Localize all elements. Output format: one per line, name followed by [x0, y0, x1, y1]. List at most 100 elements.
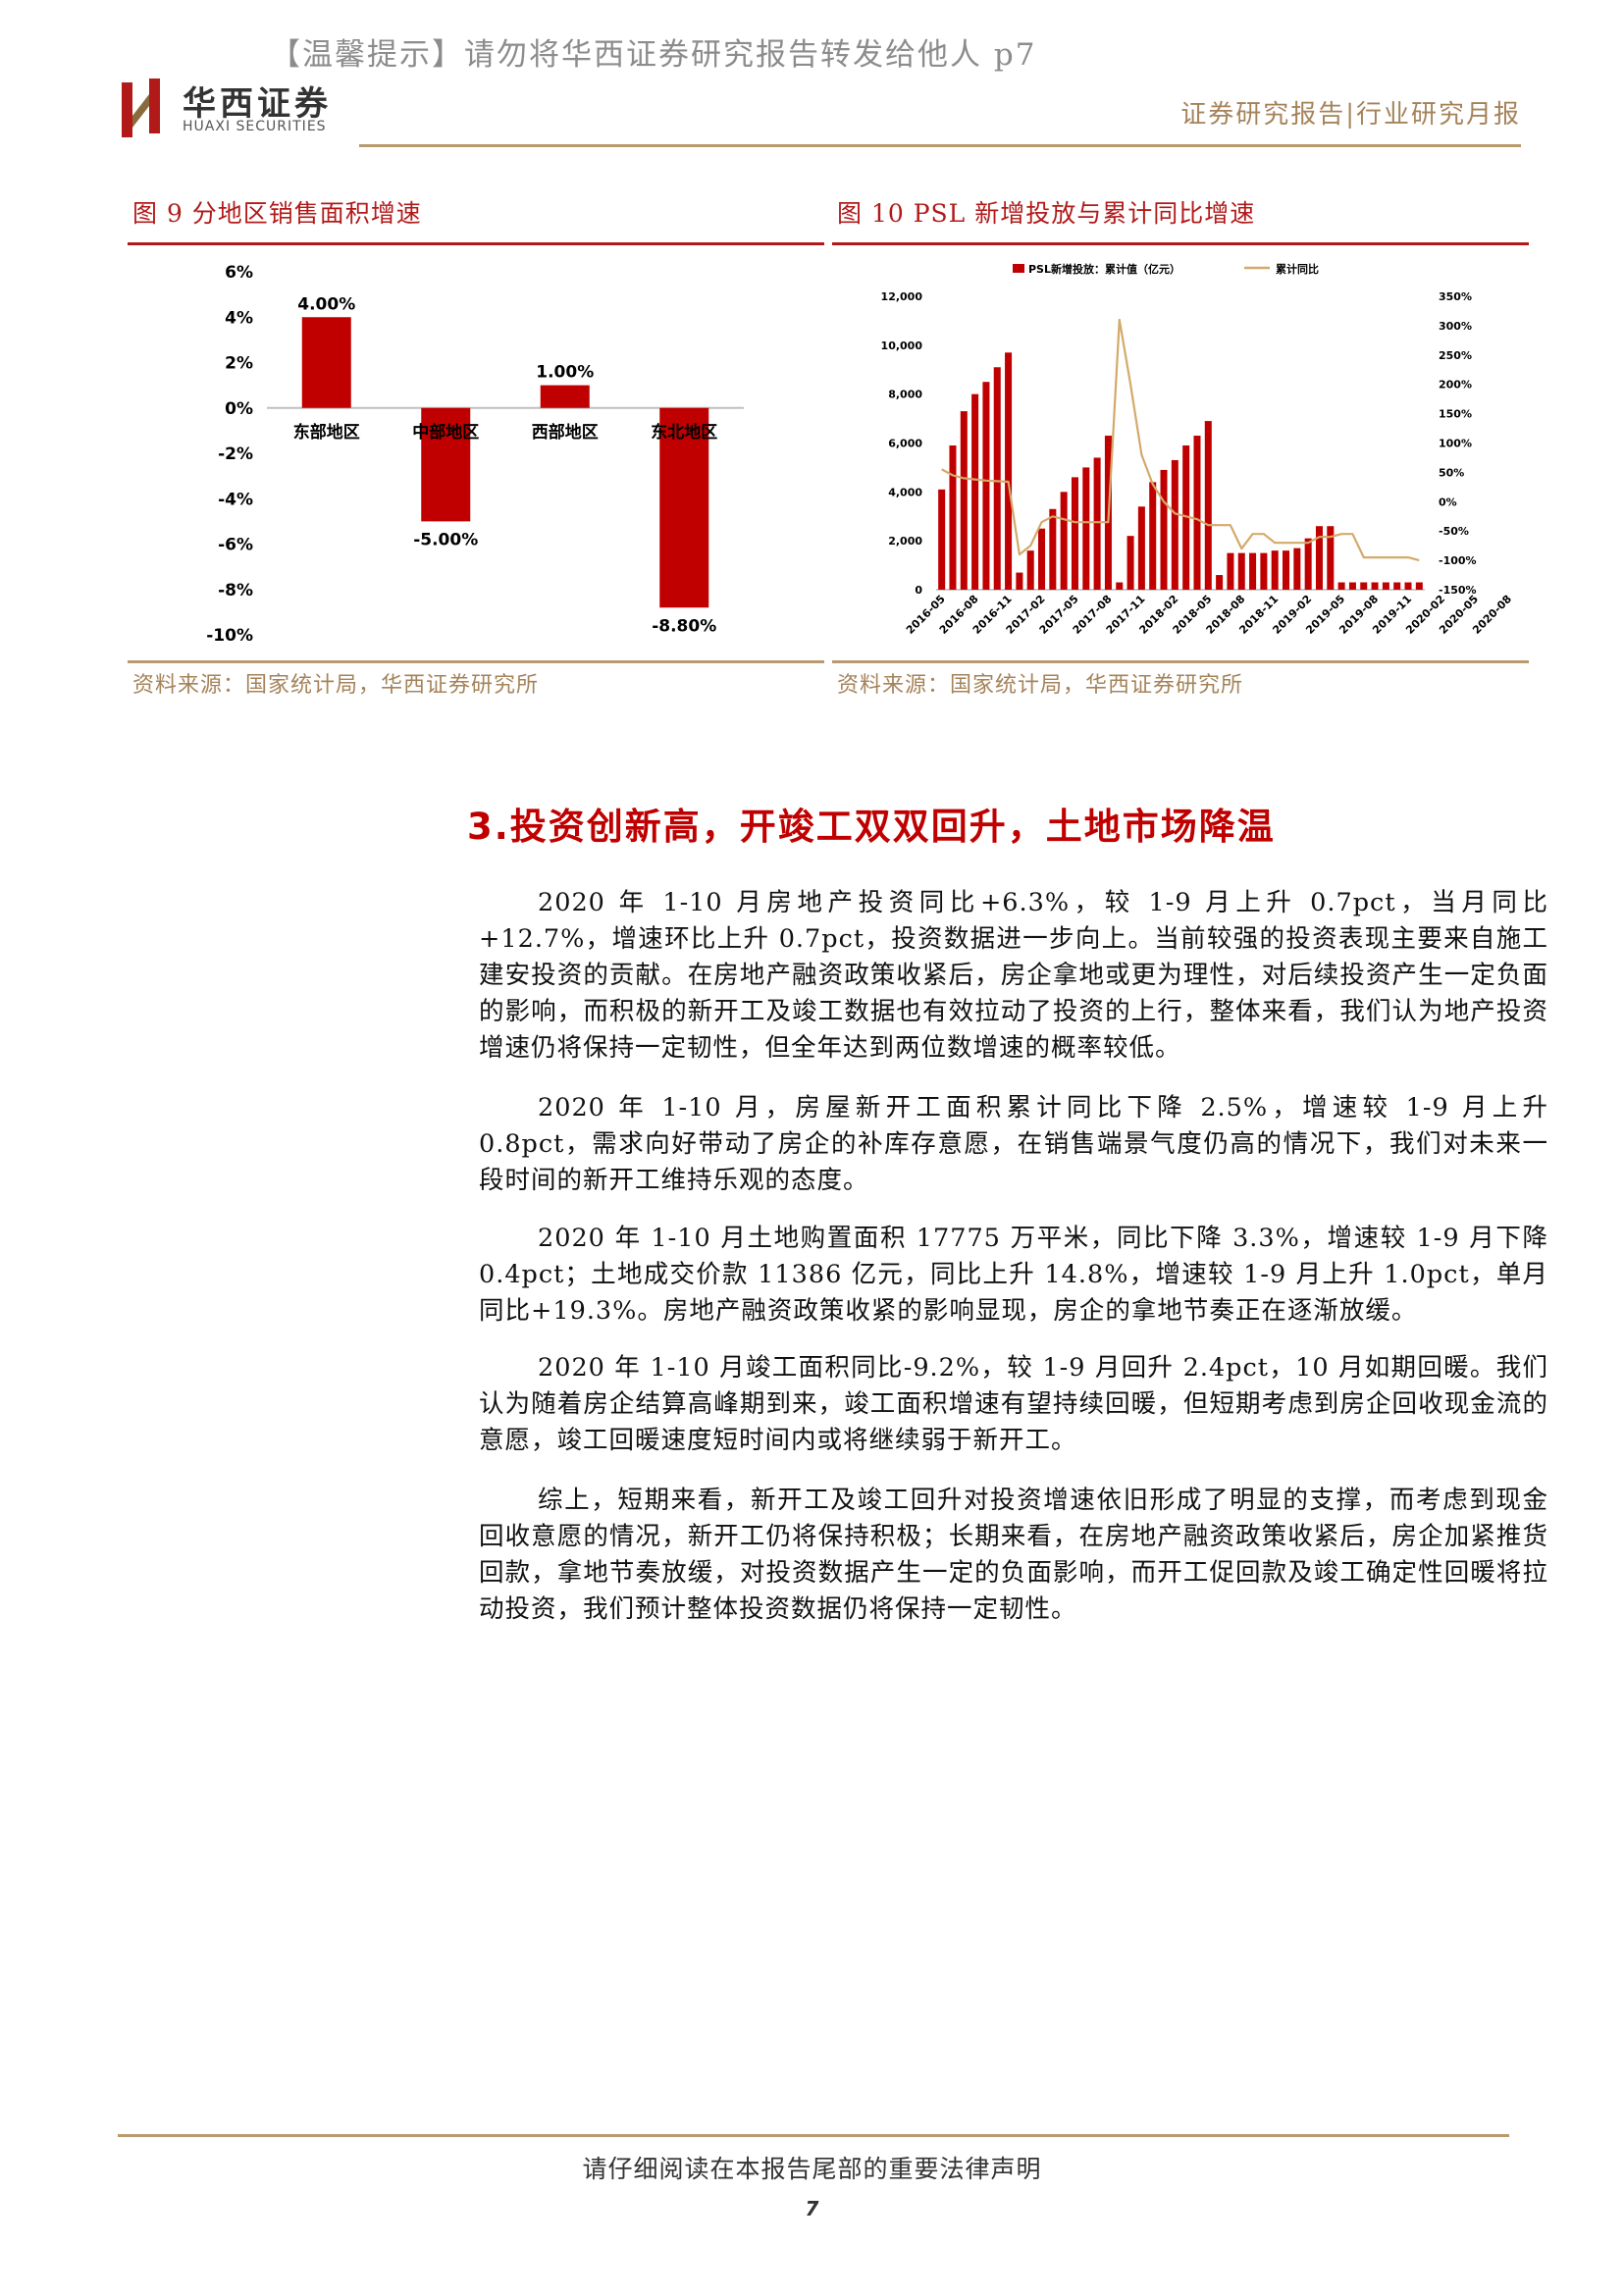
section-heading: 3.投资创新高，开竣工双双回升，土地市场降温: [467, 806, 1276, 848]
psl-bar: [1005, 352, 1013, 590]
psl-bar: [1283, 550, 1290, 590]
left-y-tick-label: 2,000: [888, 535, 922, 548]
category-label: 东部地区: [293, 422, 360, 443]
psl-bar: [1171, 459, 1179, 590]
header-divider: [359, 144, 1521, 147]
category-label: 东北地区: [651, 422, 717, 443]
data-label: 1.00%: [536, 363, 594, 383]
right-y-tick-label: 0%: [1439, 496, 1457, 508]
logo-chinese-name: 华西证券: [183, 84, 332, 124]
psl-bar: [1237, 552, 1245, 590]
psl-bar: [960, 411, 968, 590]
y-tick-label: 6%: [225, 263, 253, 283]
paragraph-completion: 2020 年 1-10 月竣工面积同比-9.2%，较 1-9 月回升 2.4pc…: [479, 1353, 1548, 1455]
right-y-tick-label: 350%: [1439, 290, 1472, 303]
psl-bar: [1026, 550, 1034, 590]
data-label: 4.00%: [297, 294, 355, 314]
psl-bar: [1249, 552, 1257, 590]
y-tick-label: 2%: [225, 354, 253, 374]
psl-bar: [1126, 536, 1134, 590]
psl-bar: [1348, 582, 1356, 590]
right-y-tick-label: 50%: [1439, 466, 1464, 479]
psl-bar: [1315, 526, 1323, 590]
report-type-label: 证券研究报告|行业研究月报: [1180, 100, 1521, 130]
psl-bar: [1060, 492, 1068, 590]
psl-bar: [1038, 528, 1046, 590]
y-tick-label: -10%: [206, 626, 253, 646]
psl-bar: [1049, 508, 1057, 590]
psl-bar: [1337, 582, 1345, 590]
figure-9-top-rule: [128, 242, 824, 245]
psl-bar: [1360, 582, 1368, 590]
psl-bar: [1304, 538, 1312, 590]
yoy-growth-line: [941, 318, 1420, 562]
bar: [421, 407, 471, 522]
figure-10-bottom-rule: [832, 660, 1529, 663]
page-number: 7: [805, 2197, 819, 2220]
figure-10-top-rule: [832, 242, 1529, 245]
psl-bar: [1082, 467, 1090, 590]
psl-bar: [1227, 552, 1234, 590]
psl-bar: [1382, 582, 1389, 590]
figure-9-source: 资料来源：国家统计局，华西证券研究所: [132, 673, 540, 698]
psl-bar: [1216, 575, 1224, 590]
paragraph-new-construction: 2020 年 1-10 月，房屋新开工面积累计同比下降 2.5%，增速较 1-9…: [479, 1093, 1548, 1195]
regional-sales-area-bar-chart: 6% 4% 2% 0% -2% -4% -6% -8% -10% 4.00% 东部地区 -5.00% 中…: [206, 263, 744, 646]
left-y-tick-label: 8,000: [888, 389, 922, 401]
right-y-tick-label: -100%: [1439, 554, 1477, 567]
category-label: 中部地区: [412, 422, 479, 443]
legend-bar-swatch: [1013, 264, 1024, 273]
psl-bar: [982, 382, 990, 590]
right-y-tick-label: 100%: [1439, 438, 1472, 450]
psl-bar: [1137, 506, 1145, 590]
psl-bar: [1149, 482, 1157, 590]
right-y-tick-label: 300%: [1439, 320, 1472, 333]
left-y-tick-label: 10,000: [881, 339, 923, 352]
right-y-tick-label: 150%: [1439, 408, 1472, 421]
psl-bar: [1116, 582, 1124, 590]
psl-bar: [949, 444, 957, 590]
psl-bar: [1415, 582, 1423, 590]
psl-bar: [1260, 552, 1268, 590]
psl-bar: [971, 393, 979, 590]
y-tick-label: 0%: [225, 399, 253, 419]
figure-10-title: 图 10 PSL 新增投放与累计同比增速: [837, 199, 1256, 228]
y-tick-label: -4%: [218, 490, 253, 509]
left-y-tick-label: 4,000: [888, 486, 922, 498]
data-label: -5.00%: [413, 530, 478, 549]
y-tick-label: -6%: [218, 536, 253, 555]
figure-10-source: 资料来源：国家统计局，华西证券研究所: [837, 673, 1244, 698]
psl-bar: [1393, 582, 1401, 590]
bar: [540, 385, 590, 408]
figure-9-title: 图 9 分地区销售面积增速: [132, 199, 422, 228]
right-y-tick-label: 200%: [1439, 379, 1472, 391]
legend-line-label: 累计同比: [1276, 262, 1319, 276]
right-y-tick-label: -150%: [1439, 584, 1477, 597]
data-label: -8.80%: [652, 616, 716, 636]
right-y-tick-label: -50%: [1439, 525, 1469, 538]
warning-notice: 【温馨提示】请勿将华西证券研究报告转发给他人 p7: [270, 37, 1037, 73]
figure-9-bottom-rule: [128, 660, 824, 663]
psl-bar: [1160, 469, 1168, 590]
psl-bar: [1204, 421, 1212, 590]
psl-bar: [1182, 444, 1190, 590]
psl-bar: [1093, 457, 1101, 590]
psl-bar: [1271, 550, 1279, 590]
paragraph-land-market: 2020 年 1-10 月土地购置面积 17775 万平米，同比下降 3.3%，…: [479, 1224, 1548, 1326]
psl-bar: [938, 489, 946, 590]
y-tick-label: 4%: [225, 308, 253, 328]
psl-bar: [1371, 582, 1379, 590]
psl-bar: [1293, 548, 1301, 590]
footer-divider: [118, 2134, 1509, 2137]
legend-bar-label: PSL新增投放：累计值（亿元）: [1028, 262, 1180, 276]
logo-english-name: HUAXI SECURITIES: [183, 119, 327, 134]
y-tick-label: -2%: [218, 444, 253, 464]
paragraph-summary: 综上，短期来看，新开工及竣工回升对投资增速依旧形成了明显的支撑，而考虑到现金回收…: [479, 1486, 1548, 1624]
legal-notice-link[interactable]: 请仔细阅读在本报告尾部的重要法律声明: [582, 2155, 1042, 2183]
psl-bar: [993, 367, 1001, 590]
psl-bar: [1193, 436, 1201, 590]
left-y-tick-label: 0: [915, 584, 922, 597]
y-tick-label: -8%: [218, 581, 253, 600]
left-y-tick-label: 6,000: [888, 438, 922, 450]
psl-bar: [1071, 477, 1078, 590]
